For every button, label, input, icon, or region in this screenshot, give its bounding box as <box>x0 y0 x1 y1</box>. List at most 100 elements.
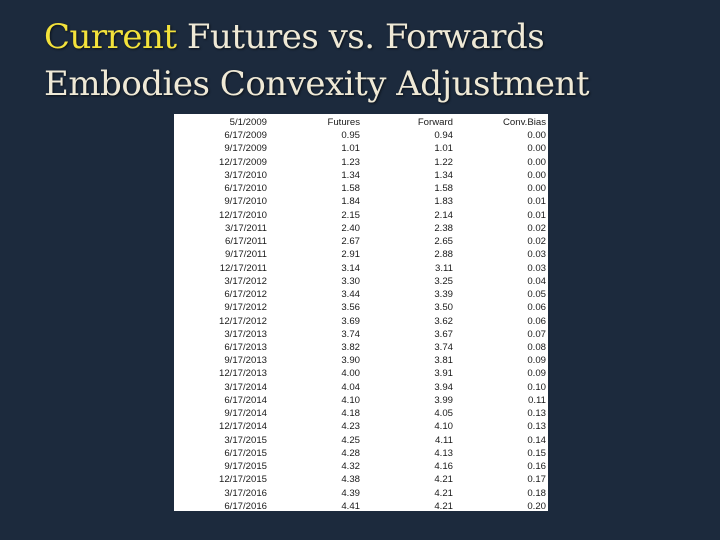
futures-cell: 4.28 <box>341 447 360 459</box>
forward-cell: 3.91 <box>434 368 453 380</box>
table-row: 9/17/2015 4.32 4.16 0.16 <box>174 460 546 473</box>
date-cell: 9/17/2015 <box>224 461 267 473</box>
date-cell: 6/17/2013 <box>224 341 267 353</box>
futures-cell: 3.56 <box>341 302 360 314</box>
table-row: 12/17/2011 3.14 3.11 0.03 <box>174 262 546 275</box>
forward-cell: 4.21 <box>434 487 453 499</box>
table-row: 12/17/2014 4.23 4.10 0.13 <box>174 420 546 433</box>
date-cell: 3/17/2016 <box>224 487 267 499</box>
futures-cell: 1.23 <box>341 156 360 168</box>
conv-bias-cell: 0.02 <box>527 222 546 234</box>
conv-bias-cell: 0.00 <box>527 143 546 155</box>
conv-bias-cell: 0.05 <box>527 289 546 301</box>
slide-title-highlight: Current <box>44 17 177 57</box>
futures-cell: 3.30 <box>341 275 360 287</box>
table-row: 6/17/2010 1.58 1.58 0.00 <box>174 182 546 195</box>
table-row: 9/17/2011 2.91 2.88 0.03 <box>174 248 546 261</box>
table-row: 6/17/2013 3.82 3.74 0.08 <box>174 341 546 354</box>
table-header: 5/1/2009 Futures Forward Conv.Bias <box>174 116 546 129</box>
futures-cell: 3.14 <box>341 262 360 274</box>
futures-cell: 2.15 <box>341 209 360 221</box>
conv-bias-cell: 0.07 <box>527 328 546 340</box>
conv-bias-cell: 0.01 <box>527 209 546 221</box>
data-table: 5/1/2009 Futures Forward Conv.Bias 6/17/… <box>174 116 546 513</box>
futures-cell: 1.34 <box>341 169 360 181</box>
forward-cell: 4.16 <box>434 461 453 473</box>
forward-cell: 1.22 <box>434 156 453 168</box>
date-cell: 9/17/2014 <box>224 408 267 420</box>
table-row: 9/17/2013 3.90 3.81 0.09 <box>174 354 546 367</box>
table-row: 12/17/2012 3.69 3.62 0.06 <box>174 315 546 328</box>
date-cell: 12/17/2012 <box>218 315 267 327</box>
table-row: 3/17/2014 4.04 3.94 0.10 <box>174 381 546 394</box>
forward-cell: 3.67 <box>434 328 453 340</box>
futures-cell: 4.32 <box>341 461 360 473</box>
spreadsheet-table-image: 5/1/2009 Futures Forward Conv.Bias 6/17/… <box>174 114 548 513</box>
table-row: 12/17/2015 4.38 4.21 0.17 <box>174 473 546 486</box>
table-row: 3/17/2016 4.39 4.21 0.18 <box>174 487 546 500</box>
futures-cell: 1.01 <box>341 143 360 155</box>
forward-cell: 3.39 <box>434 289 453 301</box>
date-cell: 6/17/2012 <box>224 289 267 301</box>
date-cell: 3/17/2013 <box>224 328 267 340</box>
date-cell: 12/17/2013 <box>218 368 267 380</box>
forward-cell: 4.21 <box>434 474 453 486</box>
conv-bias-cell: 0.13 <box>527 408 546 420</box>
table-row: 9/17/2010 1.84 1.83 0.01 <box>174 195 546 208</box>
futures-cell: 2.40 <box>341 222 360 234</box>
forward-cell: 3.81 <box>434 355 453 367</box>
forward-cell: 2.14 <box>434 209 453 221</box>
conv-bias-cell: 0.00 <box>527 156 546 168</box>
date-cell: 3/17/2015 <box>224 434 267 446</box>
forward-cell: 1.83 <box>434 196 453 208</box>
conv-bias-cell: 0.03 <box>527 262 546 274</box>
conv-bias-cell: 0.00 <box>527 183 546 195</box>
date-cell: 9/17/2013 <box>224 355 267 367</box>
table-row: 3/17/2013 3.74 3.67 0.07 <box>174 328 546 341</box>
table-body: 6/17/2009 0.95 0.94 0.00 9/17/2009 1.01 1.01 0.… <box>174 129 546 513</box>
date-cell: 12/17/2009 <box>218 156 267 168</box>
futures-cell: 3.69 <box>341 315 360 327</box>
table-row: 6/17/2015 4.28 4.13 0.15 <box>174 447 546 460</box>
conv-bias-cell: 0.06 <box>527 315 546 327</box>
date-cell: 3/17/2012 <box>224 275 267 287</box>
conv-bias-cell: 0.00 <box>527 130 546 142</box>
conv-bias-cell: 0.17 <box>527 474 546 486</box>
table-row: 9/17/2012 3.56 3.50 0.06 <box>174 301 546 314</box>
conv-bias-cell: 0.14 <box>527 434 546 446</box>
forward-cell: 1.34 <box>434 169 453 181</box>
conv-bias-cell: 0.13 <box>527 421 546 433</box>
date-cell: 12/17/2014 <box>218 421 267 433</box>
date-cell: 9/17/2009 <box>224 143 267 155</box>
forward-cell: 3.50 <box>434 302 453 314</box>
forward-cell: 1.58 <box>434 183 453 195</box>
forward-cell: 4.05 <box>434 408 453 420</box>
forward-cell: 3.94 <box>434 381 453 393</box>
conv-bias-cell: 0.09 <box>527 368 546 380</box>
futures-cell: 4.23 <box>341 421 360 433</box>
table-row: 3/17/2010 1.34 1.34 0.00 <box>174 169 546 182</box>
header-forward: Forward <box>417 117 453 128</box>
futures-cell: 4.41 <box>341 500 360 512</box>
conv-bias-cell: 0.08 <box>527 341 546 353</box>
forward-cell: 1.01 <box>434 143 453 155</box>
forward-cell: 0.94 <box>434 130 453 142</box>
forward-cell: 2.38 <box>434 222 453 234</box>
table-row: 6/17/2011 2.67 2.65 0.02 <box>174 235 546 248</box>
futures-cell: 0.95 <box>341 130 360 142</box>
conv-bias-cell: 0.16 <box>527 461 546 473</box>
date-cell: 6/17/2011 <box>225 236 267 248</box>
table-row: 3/17/2012 3.30 3.25 0.04 <box>174 275 546 288</box>
table-row: 6/17/2014 4.10 3.99 0.11 <box>174 394 546 407</box>
table-row: 3/17/2015 4.25 4.11 0.14 <box>174 434 546 447</box>
forward-cell: 4.11 <box>435 434 453 446</box>
date-cell: 6/17/2010 <box>224 183 267 195</box>
conv-bias-cell: 0.03 <box>527 249 546 261</box>
table-row: 12/17/2013 4.00 3.91 0.09 <box>174 367 546 380</box>
conv-bias-cell: 0.01 <box>527 196 546 208</box>
forward-cell: 4.10 <box>434 421 453 433</box>
date-cell: 6/17/2009 <box>224 130 267 142</box>
futures-cell: 3.90 <box>341 355 360 367</box>
forward-cell: 2.88 <box>434 249 453 261</box>
forward-cell: 3.74 <box>434 341 453 353</box>
